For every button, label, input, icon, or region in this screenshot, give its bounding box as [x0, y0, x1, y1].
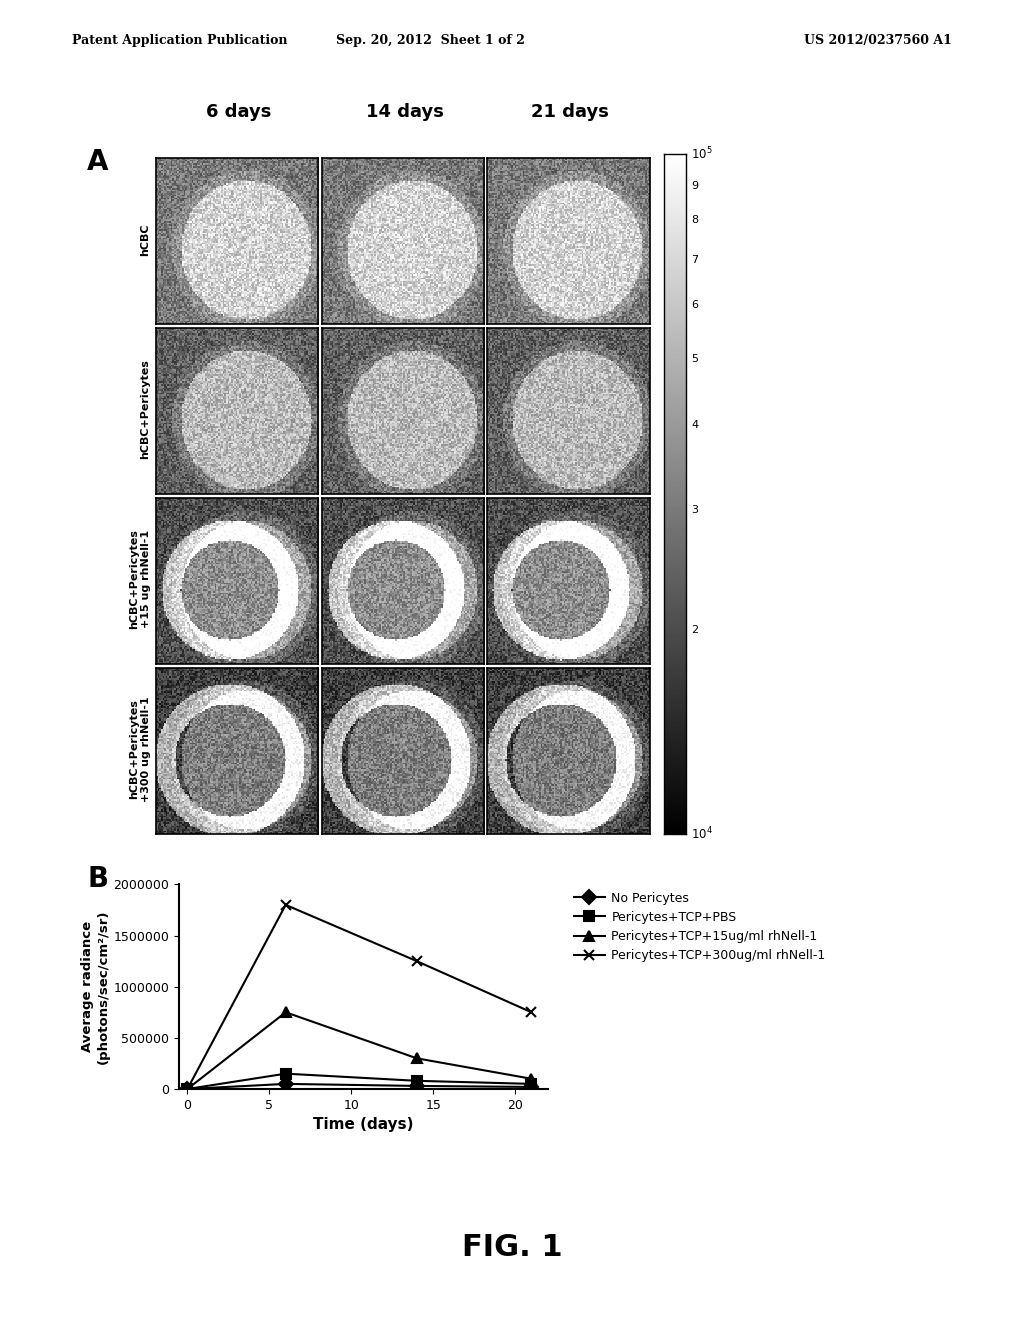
Text: hCBC+Pericytes
+300 ug rhNell-1: hCBC+Pericytes +300 ug rhNell-1 — [129, 697, 151, 803]
Text: FIG. 1: FIG. 1 — [462, 1233, 562, 1262]
Text: $10^5$: $10^5$ — [691, 147, 713, 162]
Legend: No Pericytes, Pericytes+TCP+PBS, Pericytes+TCP+15ug/ml rhNell-1, Pericytes+TCP+3: No Pericytes, Pericytes+TCP+PBS, Pericyt… — [569, 887, 830, 968]
No Pericytes — [181, 1081, 194, 1097]
Pericytes+TCP+300ug/ml rhNell-1 — [181, 1081, 194, 1097]
Pericytes+TCP+15ug/ml rhNell-1 — [181, 1081, 194, 1097]
No Pericytes — [411, 1078, 423, 1094]
No Pericytes — [280, 1076, 292, 1092]
Text: Sep. 20, 2012  Sheet 1 of 2: Sep. 20, 2012 Sheet 1 of 2 — [336, 34, 524, 48]
Pericytes+TCP+15ug/ml rhNell-1 — [411, 1051, 423, 1067]
Text: hCBC+Pericytes
+15 ug rhNell-1: hCBC+Pericytes +15 ug rhNell-1 — [129, 529, 151, 630]
Text: 14 days: 14 days — [366, 103, 443, 121]
Text: B: B — [87, 865, 109, 892]
Line: Pericytes+TCP+15ug/ml rhNell-1: Pericytes+TCP+15ug/ml rhNell-1 — [182, 1007, 537, 1094]
Pericytes+TCP+15ug/ml rhNell-1 — [525, 1071, 538, 1086]
Pericytes+TCP+PBS — [181, 1081, 194, 1097]
Pericytes+TCP+300ug/ml rhNell-1 — [411, 953, 423, 969]
Line: No Pericytes: No Pericytes — [182, 1078, 537, 1094]
Text: A: A — [87, 148, 109, 176]
Line: Pericytes+TCP+300ug/ml rhNell-1: Pericytes+TCP+300ug/ml rhNell-1 — [182, 900, 537, 1094]
Line: Pericytes+TCP+PBS: Pericytes+TCP+PBS — [182, 1069, 537, 1094]
Pericytes+TCP+300ug/ml rhNell-1 — [525, 1005, 538, 1020]
Y-axis label: Average radiance
(photons/sec/cm²/sr): Average radiance (photons/sec/cm²/sr) — [82, 909, 110, 1064]
Text: Patent Application Publication: Patent Application Publication — [72, 34, 287, 48]
Text: 21 days: 21 days — [531, 103, 609, 121]
Text: 5: 5 — [691, 354, 698, 364]
Text: hCBC: hCBC — [140, 223, 151, 256]
X-axis label: Time (days): Time (days) — [313, 1117, 414, 1133]
Text: 9: 9 — [691, 181, 698, 190]
Pericytes+TCP+PBS — [525, 1076, 538, 1092]
Pericytes+TCP+15ug/ml rhNell-1 — [280, 1005, 292, 1020]
Text: hCBC+Pericytes: hCBC+Pericytes — [140, 359, 151, 459]
Text: 3: 3 — [691, 506, 698, 515]
Text: 8: 8 — [691, 215, 698, 226]
Text: 6 days: 6 days — [206, 103, 271, 121]
Text: 6: 6 — [691, 301, 698, 310]
Text: US 2012/0237560 A1: US 2012/0237560 A1 — [805, 34, 952, 48]
Text: $10^4$: $10^4$ — [691, 826, 713, 842]
Text: 7: 7 — [691, 255, 698, 265]
Pericytes+TCP+300ug/ml rhNell-1 — [280, 898, 292, 913]
Pericytes+TCP+PBS — [411, 1073, 423, 1089]
Text: 2: 2 — [691, 624, 698, 635]
Pericytes+TCP+PBS — [280, 1065, 292, 1081]
No Pericytes — [525, 1078, 538, 1094]
Text: 4: 4 — [691, 420, 698, 430]
